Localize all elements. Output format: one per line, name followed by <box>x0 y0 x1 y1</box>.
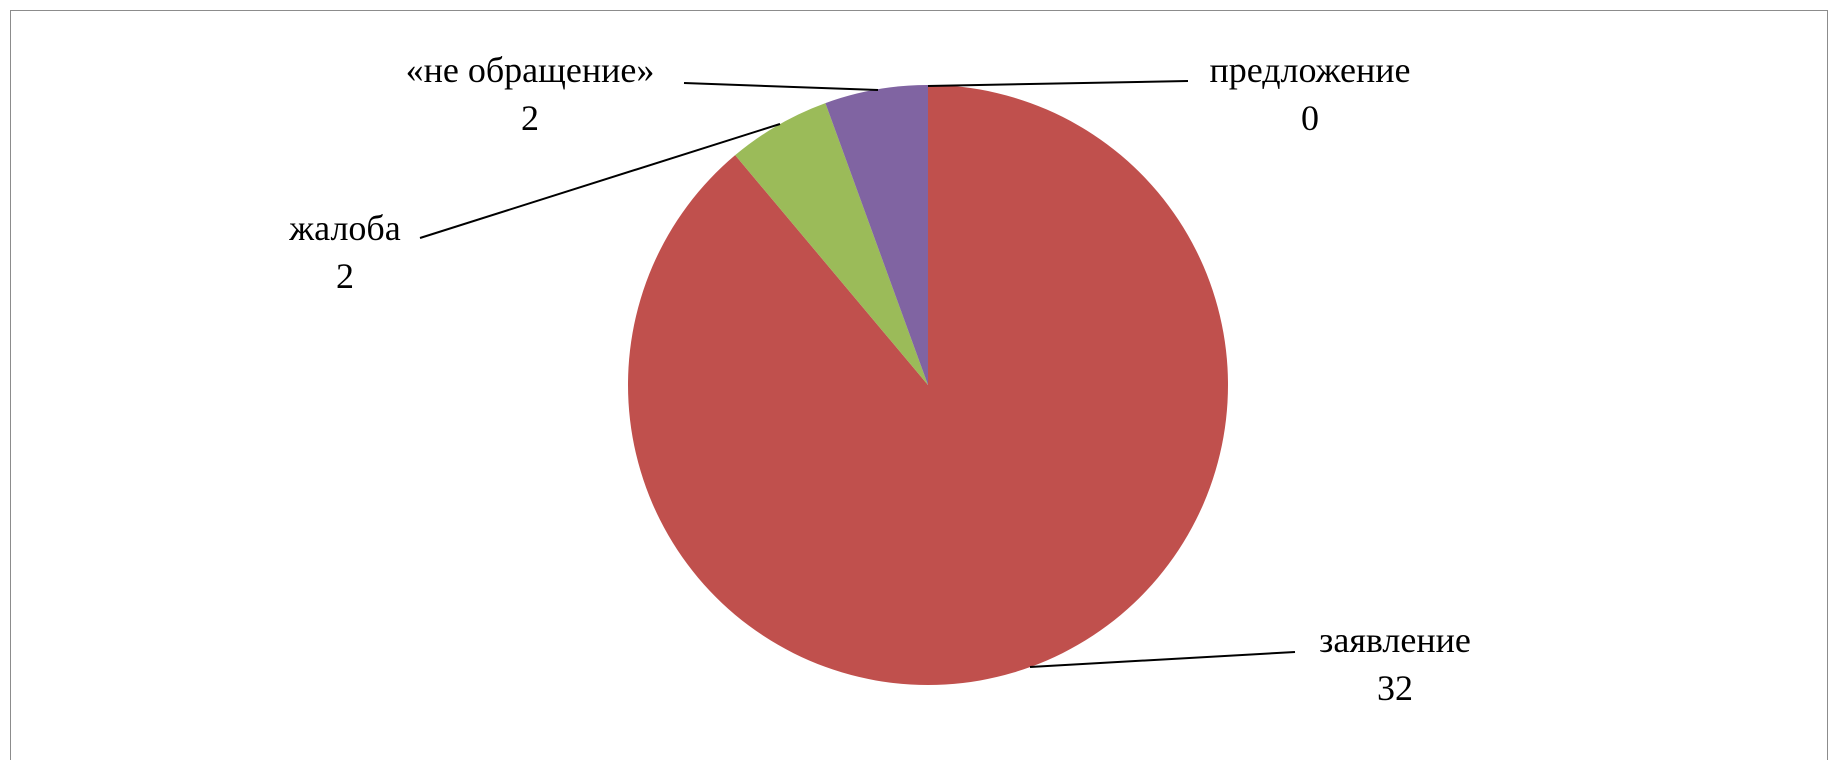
pie-slice <box>825 85 928 385</box>
data-label-value: 2 <box>336 256 354 296</box>
pie-slice <box>735 103 928 385</box>
data-label-value: 32 <box>1377 668 1413 708</box>
data-label-category: жалоба <box>288 208 400 248</box>
data-label-category: «не обращение» <box>406 50 655 90</box>
data-label-category: предложение <box>1209 50 1410 90</box>
leader-line <box>683 82 879 91</box>
leader-line <box>1029 651 1296 668</box>
pie-slices <box>627 85 1228 685</box>
leader-line <box>927 80 1189 87</box>
leader-line <box>419 123 781 239</box>
data-labels: предложение 0 заявление 32 жалоба 2 «не обраще… <box>288 50 1471 708</box>
data-label-category: заявление <box>1319 620 1471 660</box>
data-label-value: 0 <box>1301 98 1319 138</box>
data-label-value: 2 <box>521 98 539 138</box>
leader-lines <box>419 80 1296 668</box>
